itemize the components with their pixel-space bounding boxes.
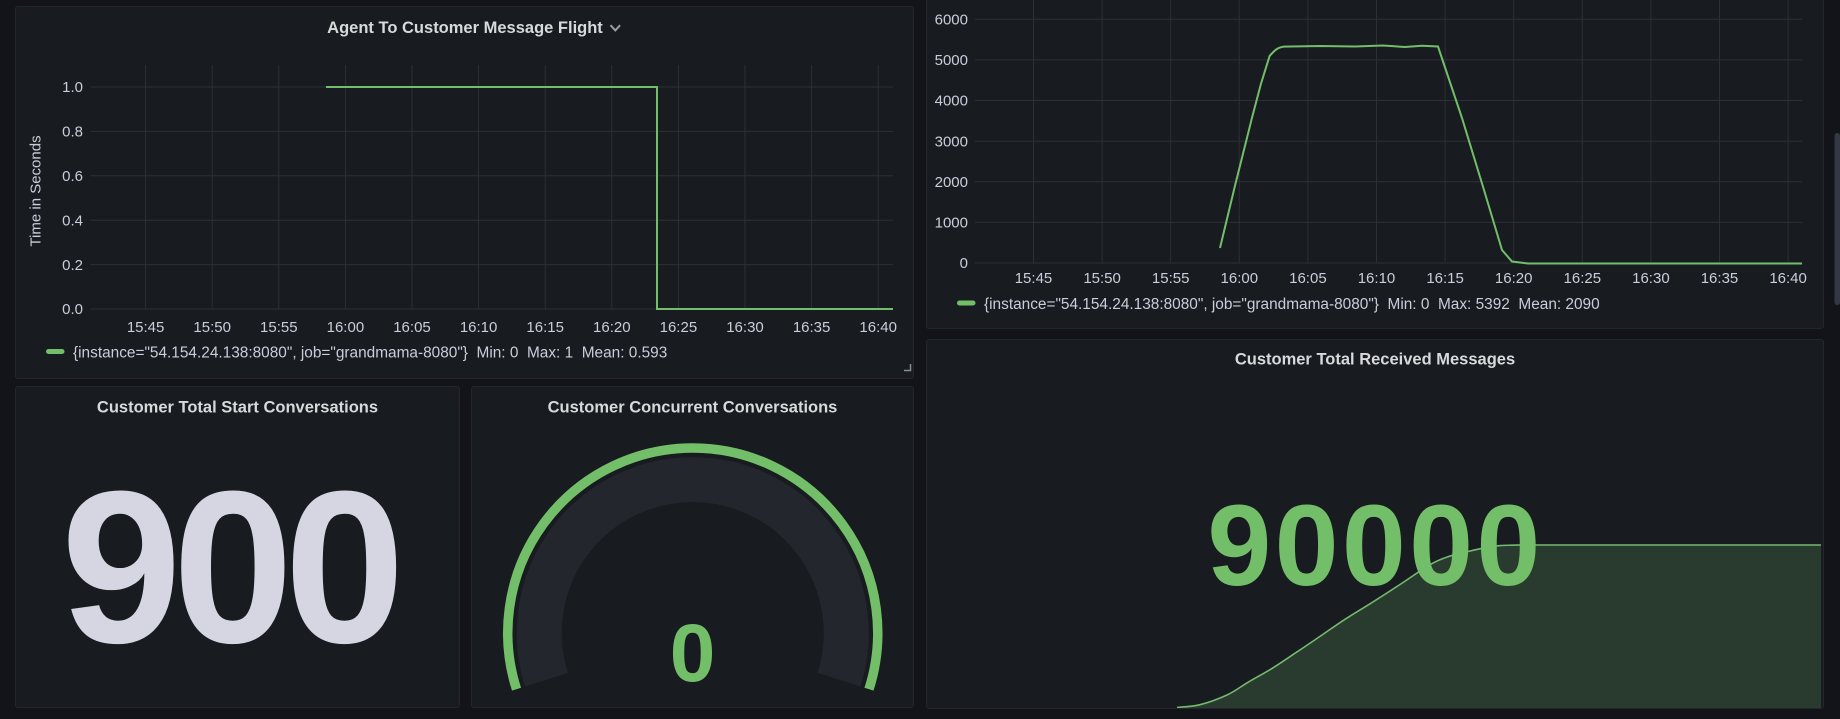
svg-text:0.6: 0.6 [62, 168, 83, 185]
svg-text:2000: 2000 [935, 174, 968, 191]
svg-text:3000: 3000 [935, 133, 968, 150]
svg-text:15:55: 15:55 [1152, 270, 1190, 287]
svg-text:0.4: 0.4 [62, 212, 83, 229]
svg-text:16:10: 16:10 [1358, 270, 1396, 287]
svg-text:{instance="54.154.24.138:8080": {instance="54.154.24.138:8080", job="gra… [73, 345, 667, 362]
svg-text:0.8: 0.8 [62, 124, 83, 141]
svg-text:16:20: 16:20 [1495, 270, 1533, 287]
svg-text:16:05: 16:05 [393, 319, 431, 336]
svg-text:16:00: 16:00 [327, 319, 365, 336]
svg-text:Customer Concurrent Conversati: Customer Concurrent Conversations [548, 399, 838, 417]
svg-text:5000: 5000 [935, 52, 968, 69]
svg-text:1.0: 1.0 [62, 79, 83, 96]
svg-text:Customer Total Start Conversat: Customer Total Start Conversations [97, 399, 378, 417]
svg-text:16:30: 16:30 [1632, 270, 1670, 287]
svg-text:6000: 6000 [935, 12, 968, 29]
svg-text:{instance="54.154.24.138:8080": {instance="54.154.24.138:8080", job="gra… [984, 296, 1600, 313]
svg-text:15:45: 15:45 [1015, 270, 1053, 287]
svg-text:15:55: 15:55 [260, 319, 298, 336]
svg-text:0: 0 [670, 608, 716, 699]
svg-text:15:50: 15:50 [1083, 270, 1121, 287]
svg-text:16:10: 16:10 [460, 319, 498, 336]
svg-text:Customer Total Received Messag: Customer Total Received Messages [1235, 350, 1515, 368]
svg-text:16:25: 16:25 [1564, 270, 1602, 287]
svg-text:16:00: 16:00 [1221, 270, 1259, 287]
svg-text:16:15: 16:15 [526, 319, 564, 336]
svg-text:16:40: 16:40 [859, 319, 897, 336]
svg-text:16:20: 16:20 [593, 319, 631, 336]
svg-text:Time in Seconds: Time in Seconds [28, 135, 45, 246]
svg-text:0.2: 0.2 [62, 257, 83, 274]
svg-text:4000: 4000 [935, 93, 968, 110]
svg-text:16:25: 16:25 [660, 319, 698, 336]
svg-text:16:15: 16:15 [1426, 270, 1464, 287]
svg-text:15:50: 15:50 [193, 319, 231, 336]
svg-text:900: 900 [61, 446, 396, 688]
svg-text:16:40: 16:40 [1769, 270, 1807, 287]
svg-text:16:35: 16:35 [1701, 270, 1739, 287]
svg-text:16:05: 16:05 [1289, 270, 1327, 287]
svg-text:15:45: 15:45 [127, 319, 165, 336]
svg-text:Agent To Customer Message Flig: Agent To Customer Message Flight [327, 19, 603, 37]
svg-text:16:35: 16:35 [793, 319, 831, 336]
svg-text:1000: 1000 [935, 215, 968, 232]
svg-text:0: 0 [960, 255, 968, 272]
svg-text:90000: 90000 [1207, 482, 1543, 610]
svg-text:16:30: 16:30 [726, 319, 764, 336]
svg-text:0.0: 0.0 [62, 301, 83, 318]
